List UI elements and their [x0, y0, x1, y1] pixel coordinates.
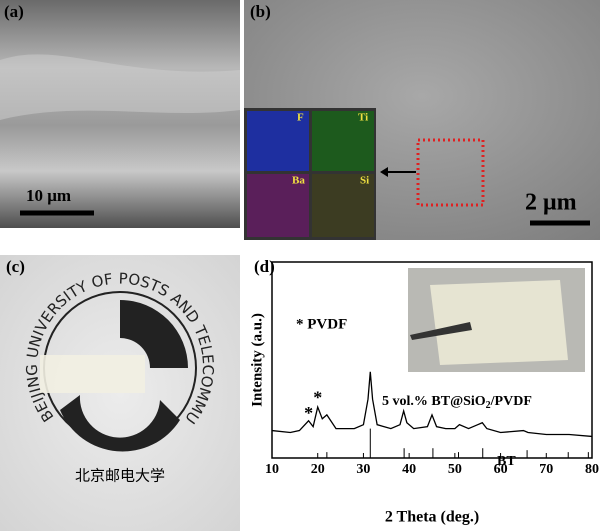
scale-text: 10 μm: [26, 186, 71, 205]
xrd-curve: [271, 371, 593, 438]
annotation-part: 2: [486, 400, 491, 411]
eds-map: [312, 111, 374, 171]
tweezers: [410, 322, 472, 340]
panel-label: (a): [4, 2, 24, 21]
reference-label: BT: [497, 454, 516, 469]
annotation: 5 vol.% BT@SiO2/PVDF: [382, 394, 532, 411]
eds-label: Ba: [292, 175, 305, 187]
film: [40, 355, 145, 393]
x-tick-label: 40: [402, 462, 416, 477]
annotation-part: 5 vol.% BT@SiO: [382, 394, 486, 409]
eds-label: F: [297, 112, 304, 124]
x-tick-label: 30: [356, 462, 370, 477]
eds-label: Ti: [358, 112, 368, 124]
eds-map: [247, 111, 309, 171]
plot-frame: [271, 261, 593, 459]
y-axis-label: Intensity (a.u.): [249, 313, 265, 407]
x-axis-label: 2 Theta (deg.): [385, 509, 479, 526]
x-tick-label: 10: [265, 462, 279, 477]
x-tick-label: 80: [585, 462, 599, 477]
eds-label: Si: [360, 175, 369, 187]
logo-shape: [120, 300, 188, 368]
eds-map: [312, 174, 374, 237]
arrow-head: [380, 167, 388, 177]
scale-text: 2 μm: [525, 190, 577, 216]
panel-label: (b): [250, 2, 271, 21]
panel-label: (c): [6, 257, 25, 276]
panel-label: (d): [254, 257, 275, 276]
peak-mark: *: [313, 387, 322, 407]
x-tick-label: 20: [311, 462, 325, 477]
logo-shape: [60, 395, 180, 452]
legend-text: * PVDF: [296, 316, 347, 332]
texture: [0, 54, 240, 120]
x-tick-label: 70: [539, 462, 553, 477]
sem-image: [0, 0, 240, 228]
eds-map: [247, 174, 309, 237]
logo-chinese: 北京邮电大学: [75, 467, 165, 485]
film-sheet: [430, 280, 568, 365]
annotation-part: /PVDF: [490, 394, 532, 409]
x-tick-label: 60: [494, 462, 508, 477]
peak-mark: *: [304, 403, 313, 423]
x-tick-label: 50: [448, 462, 462, 477]
